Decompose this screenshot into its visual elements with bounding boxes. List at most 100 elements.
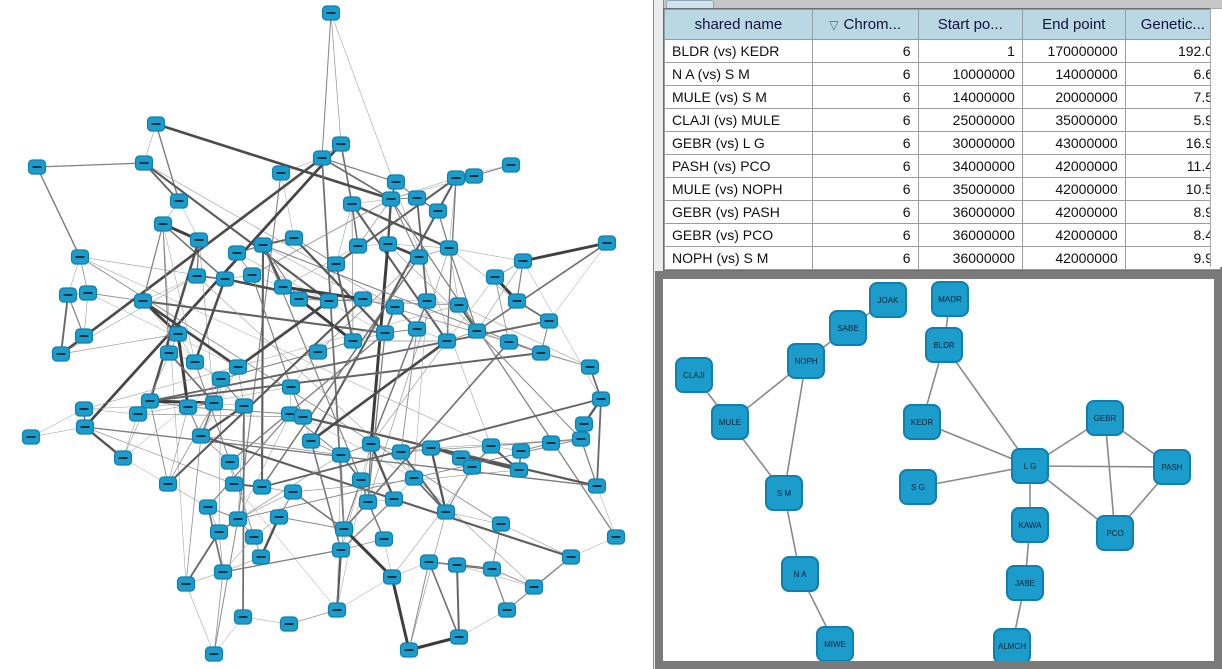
network-node[interactable] bbox=[159, 345, 179, 361]
network-node[interactable] bbox=[191, 428, 211, 444]
network-node[interactable] bbox=[342, 196, 362, 212]
network-node[interactable] bbox=[404, 470, 424, 486]
network-node[interactable] bbox=[58, 287, 78, 303]
overview-network-canvas[interactable] bbox=[0, 0, 653, 669]
network-node[interactable] bbox=[153, 216, 173, 232]
network-node[interactable] bbox=[242, 267, 262, 283]
table-row[interactable]: PASH (vs) PCO 6 34000000 42000000 11.4 bbox=[664, 154, 1222, 178]
network-node[interactable] bbox=[281, 379, 301, 395]
network-node[interactable] bbox=[321, 5, 341, 21]
network-node[interactable] bbox=[244, 529, 264, 545]
network-node-miwe[interactable]: MIWE bbox=[816, 626, 854, 661]
network-node[interactable] bbox=[462, 459, 482, 475]
network-node[interactable] bbox=[146, 116, 166, 132]
network-node[interactable] bbox=[407, 190, 427, 206]
network-node[interactable] bbox=[449, 629, 469, 645]
network-node[interactable] bbox=[227, 245, 247, 261]
network-node[interactable] bbox=[319, 293, 339, 309]
network-node-pash[interactable]: PASH bbox=[1153, 449, 1191, 485]
network-node[interactable] bbox=[447, 557, 467, 573]
network-node[interactable] bbox=[580, 359, 600, 375]
network-node[interactable] bbox=[178, 399, 198, 415]
network-node[interactable] bbox=[204, 646, 224, 662]
table-panel-tab[interactable] bbox=[666, 0, 714, 9]
table-scrollbar-track[interactable] bbox=[1210, 8, 1222, 267]
network-node[interactable] bbox=[331, 136, 351, 152]
network-node[interactable] bbox=[289, 291, 309, 307]
network-node-joak[interactable]: JOAK bbox=[869, 282, 907, 318]
table-row[interactable]: MULE (vs) S M 6 14000000 20000000 7.5 bbox=[664, 85, 1222, 109]
network-node[interactable] bbox=[343, 333, 363, 349]
network-node[interactable] bbox=[331, 447, 351, 463]
network-node[interactable] bbox=[220, 454, 240, 470]
network-node[interactable] bbox=[386, 174, 406, 190]
network-node[interactable] bbox=[385, 299, 405, 315]
network-node[interactable] bbox=[78, 285, 98, 301]
network-node[interactable] bbox=[211, 371, 231, 387]
network-node-bldr[interactable]: BLDR bbox=[925, 327, 963, 363]
network-node[interactable] bbox=[417, 293, 437, 309]
network-node[interactable] bbox=[499, 334, 519, 350]
network-node[interactable] bbox=[334, 521, 354, 537]
network-node[interactable] bbox=[491, 516, 511, 532]
network-node[interactable] bbox=[446, 170, 466, 186]
network-node[interactable] bbox=[271, 165, 291, 181]
network-node[interactable] bbox=[436, 504, 456, 520]
table-row[interactable]: CLAJI (vs) MULE 6 25000000 35000000 5.9 bbox=[664, 108, 1222, 132]
network-node-madr[interactable]: MADR bbox=[931, 281, 969, 317]
network-node[interactable] bbox=[374, 531, 394, 547]
network-node[interactable] bbox=[301, 433, 321, 449]
network-node[interactable] bbox=[252, 479, 272, 495]
network-node[interactable] bbox=[511, 443, 531, 459]
network-node[interactable] bbox=[134, 155, 154, 171]
network-node[interactable] bbox=[168, 326, 188, 342]
network-node-pco[interactable]: PCO bbox=[1096, 515, 1134, 551]
network-node[interactable] bbox=[382, 569, 402, 585]
network-node[interactable] bbox=[507, 293, 527, 309]
network-node[interactable] bbox=[74, 401, 94, 417]
network-node[interactable] bbox=[574, 416, 594, 432]
network-node[interactable] bbox=[384, 491, 404, 507]
network-node[interactable] bbox=[409, 249, 429, 265]
network-node-mule[interactable]: MULE bbox=[711, 404, 749, 440]
network-node[interactable] bbox=[128, 406, 148, 422]
network-node[interactable] bbox=[391, 444, 411, 460]
network-node[interactable] bbox=[273, 279, 293, 295]
table-row[interactable]: GEBR (vs) PCO 6 36000000 42000000 8.4 bbox=[664, 223, 1222, 247]
network-node[interactable] bbox=[348, 238, 368, 254]
network-node[interactable] bbox=[70, 249, 90, 265]
network-node[interactable] bbox=[419, 554, 439, 570]
column-header-chrom[interactable]: ▽ Chrom... bbox=[811, 9, 919, 40]
network-node[interactable] bbox=[133, 293, 153, 309]
network-node[interactable] bbox=[308, 344, 328, 360]
column-header-startpo[interactable]: Start po... bbox=[917, 9, 1023, 40]
network-node-almch[interactable]: ALMCH bbox=[993, 628, 1031, 661]
network-node[interactable] bbox=[140, 393, 160, 409]
network-node[interactable] bbox=[198, 499, 218, 515]
network-node[interactable] bbox=[51, 346, 71, 362]
network-node[interactable] bbox=[399, 642, 419, 658]
network-node[interactable] bbox=[189, 232, 209, 248]
network-node-jabe[interactable]: JABE bbox=[1006, 565, 1044, 601]
network-node[interactable] bbox=[497, 602, 517, 618]
network-node-sabe[interactable]: SABE bbox=[829, 310, 867, 346]
network-node[interactable] bbox=[561, 549, 581, 565]
network-node[interactable] bbox=[381, 191, 401, 207]
table-row[interactable]: BLDR (vs) KEDR 6 1 170000000 192.0 bbox=[664, 39, 1222, 63]
network-node-gebr[interactable]: GEBR bbox=[1086, 400, 1124, 436]
table-row[interactable]: GEBR (vs) L G 6 30000000 43000000 16.9 bbox=[664, 131, 1222, 155]
network-node[interactable] bbox=[485, 269, 505, 285]
network-node[interactable] bbox=[176, 576, 196, 592]
network-node[interactable] bbox=[185, 354, 205, 370]
network-node-sg[interactable]: S G bbox=[899, 469, 937, 505]
network-node-lg[interactable]: L G bbox=[1011, 448, 1049, 484]
network-node[interactable] bbox=[209, 524, 229, 540]
network-node[interactable] bbox=[351, 472, 371, 488]
network-node[interactable] bbox=[279, 616, 299, 632]
network-node-kawa[interactable]: KAWA bbox=[1011, 507, 1049, 543]
network-node-noph[interactable]: NOPH bbox=[787, 343, 825, 379]
network-node[interactable] bbox=[213, 564, 233, 580]
network-node-sm[interactable]: S M bbox=[765, 475, 803, 511]
network-node[interactable] bbox=[21, 429, 41, 445]
network-node[interactable] bbox=[439, 240, 459, 256]
